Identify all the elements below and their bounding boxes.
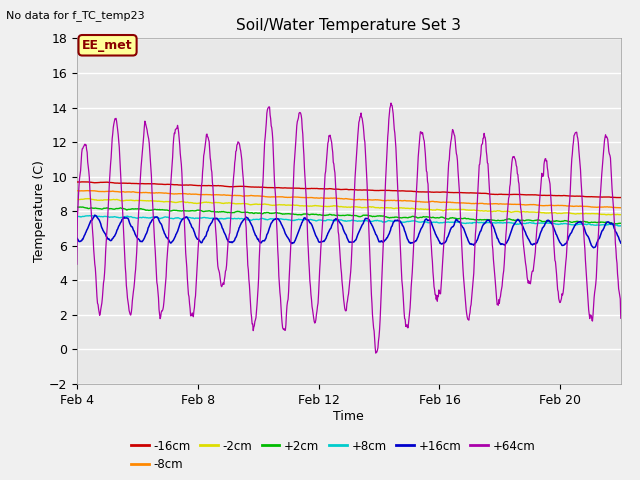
X-axis label: Time: Time [333, 409, 364, 422]
Title: Soil/Water Temperature Set 3: Soil/Water Temperature Set 3 [236, 18, 461, 33]
Legend: -16cm, -8cm, -2cm, +2cm, +8cm, +16cm, +64cm: -16cm, -8cm, -2cm, +2cm, +8cm, +16cm, +6… [126, 435, 540, 476]
Y-axis label: Temperature (C): Temperature (C) [33, 160, 46, 262]
Text: EE_met: EE_met [82, 39, 133, 52]
Text: No data for f_TC_temp23: No data for f_TC_temp23 [6, 10, 145, 21]
